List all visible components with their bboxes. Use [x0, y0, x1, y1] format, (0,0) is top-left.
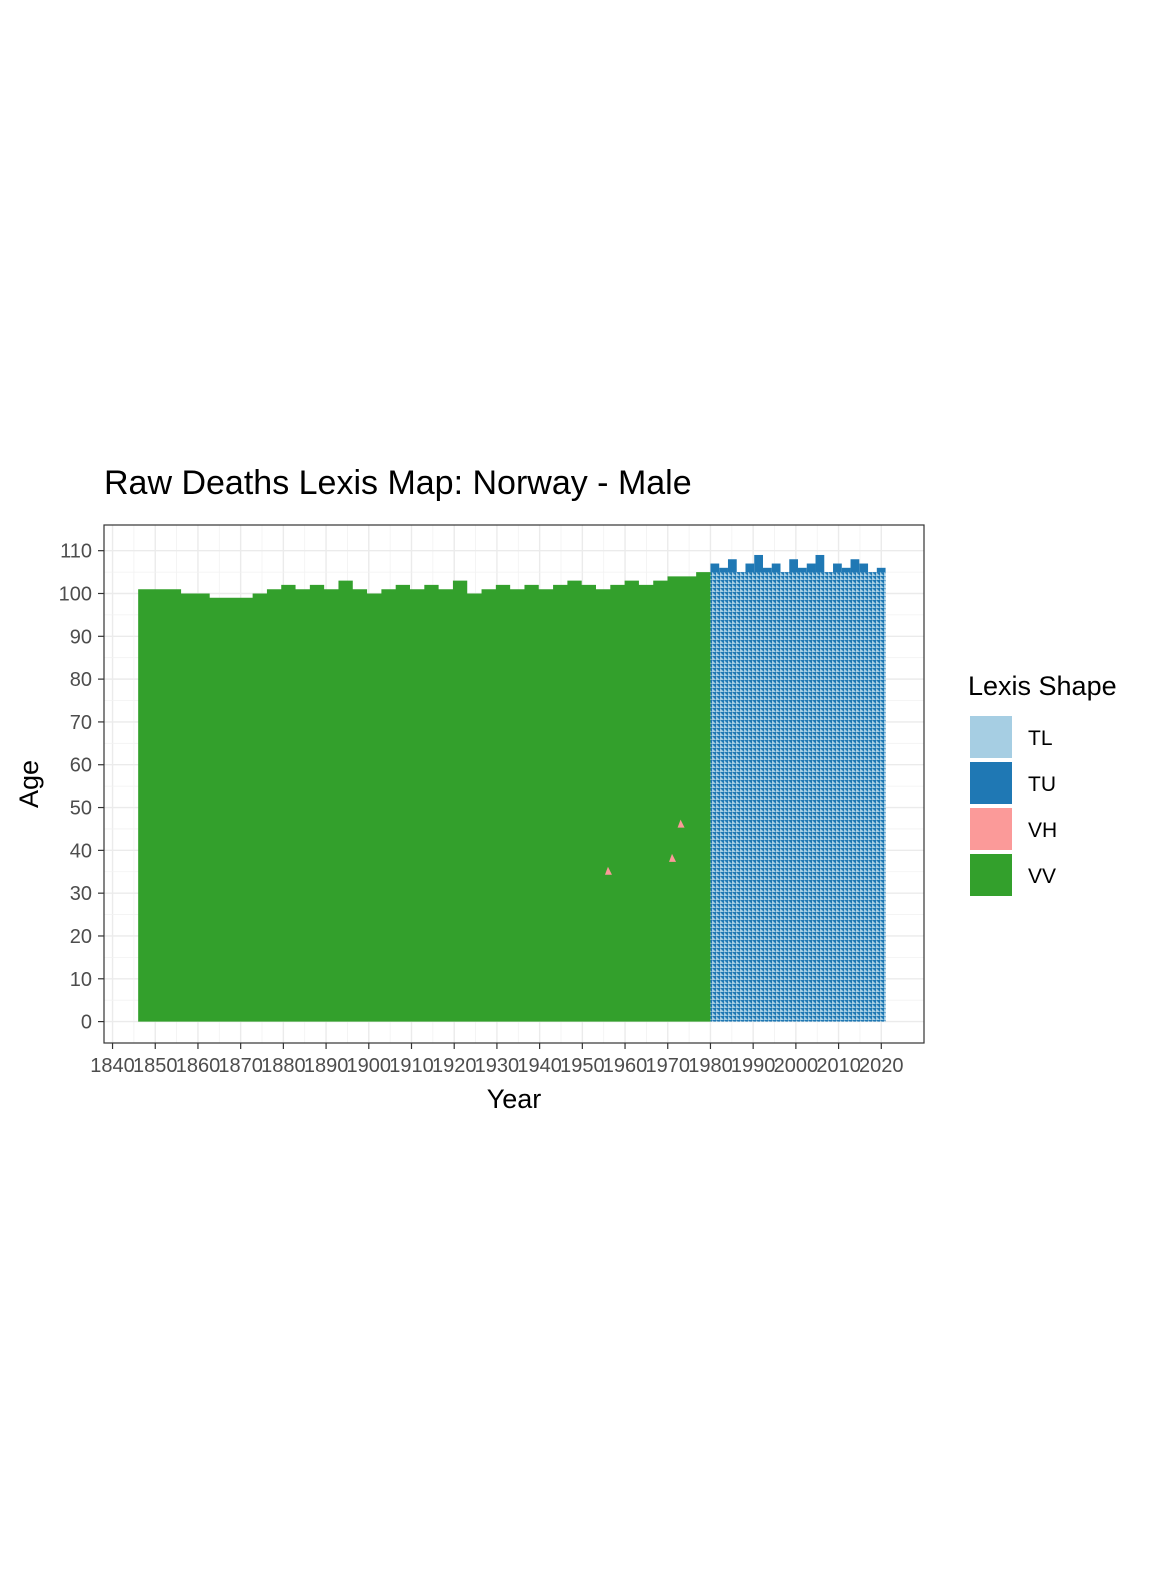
- tu-top-cell: [833, 563, 842, 573]
- x-tick-label: 1980: [688, 1055, 733, 1077]
- legend-key-vv: [970, 854, 1012, 896]
- plot-border: [103, 524, 925, 1044]
- tu-top-cell: [850, 559, 860, 573]
- tu-top-cell: [727, 559, 737, 573]
- legend-entries: TL TU VH VV: [970, 716, 1057, 896]
- tu-top-cell: [789, 559, 799, 573]
- x-tick-label: 2020: [859, 1055, 904, 1077]
- y-tick-label: 90: [70, 626, 92, 648]
- tu-top-cell: [798, 567, 807, 573]
- x-tick-label: 1930: [475, 1055, 520, 1077]
- y-tick-label: 20: [70, 926, 92, 948]
- y-tick-label: 110: [60, 541, 92, 563]
- legend-label-vv: VV: [1028, 865, 1056, 888]
- legend-key-tu: [970, 762, 1012, 804]
- x-tick-label: 1890: [304, 1055, 349, 1077]
- y-tick-label: 60: [70, 755, 92, 777]
- y-axis-title: Age: [14, 760, 44, 808]
- data-layer: [138, 554, 886, 1022]
- tu-top-cell: [771, 563, 781, 573]
- x-tick-label: 1920: [432, 1055, 477, 1077]
- x-tick-label: 1950: [560, 1055, 605, 1077]
- x-tick-label: 1940: [517, 1055, 562, 1077]
- tu-top-cell: [806, 563, 816, 573]
- vv-region: [138, 572, 711, 1022]
- y-tick-label: 80: [70, 669, 92, 691]
- y-tick-label: 10: [70, 969, 92, 991]
- tu-top-cell: [745, 563, 755, 573]
- tu-top-cell: [815, 554, 825, 573]
- x-tick-label: 1870: [218, 1055, 263, 1077]
- x-tick-label: 2000: [774, 1055, 819, 1077]
- x-tick-label: 1840: [90, 1055, 135, 1077]
- x-tick-label: 1860: [176, 1055, 221, 1077]
- vh-point: [604, 866, 612, 875]
- axis-layer: 1840185018601870188018901900191019201930…: [59, 541, 904, 1077]
- x-tick-label: 1880: [261, 1055, 306, 1077]
- legend-label-tl: TL: [1028, 727, 1053, 750]
- legend: Lexis Shape TL TU VH VV: [968, 671, 1117, 896]
- tl-tu-region: [710, 572, 886, 1022]
- x-tick-label: 1910: [389, 1055, 434, 1077]
- y-tick-label: 70: [70, 712, 92, 734]
- x-axis-title: Year: [487, 1084, 542, 1114]
- x-tick-label: 1900: [347, 1055, 392, 1077]
- legend-label-vh: VH: [1028, 819, 1057, 842]
- tu-top-cell: [719, 567, 728, 573]
- y-tick-label: 50: [70, 798, 92, 820]
- legend-key-tl: [970, 716, 1012, 758]
- x-tick-label: 2010: [816, 1055, 861, 1077]
- x-tick-label: 1960: [603, 1055, 648, 1077]
- x-tick-label: 1990: [731, 1055, 776, 1077]
- chart-title: Raw Deaths Lexis Map: Norway - Male: [104, 464, 692, 502]
- vh-point: [677, 819, 685, 828]
- tu-top-cell: [754, 554, 763, 573]
- y-tick-label: 0: [81, 1012, 92, 1034]
- tu-top-cell: [710, 563, 720, 573]
- y-tick-label: 30: [70, 883, 92, 905]
- legend-title: Lexis Shape: [968, 671, 1117, 701]
- tu-top-cell: [762, 567, 772, 573]
- vh-point: [669, 853, 677, 862]
- tu-top-cell: [876, 567, 886, 573]
- y-tick-label: 40: [70, 840, 92, 862]
- x-tick-label: 1970: [646, 1055, 691, 1077]
- tu-top-cell: [859, 563, 869, 573]
- legend-label-tu: TU: [1028, 773, 1056, 796]
- legend-key-vh: [970, 808, 1012, 850]
- y-tick-label: 100: [59, 583, 92, 605]
- tu-top-cell: [841, 567, 851, 573]
- x-tick-label: 1850: [133, 1055, 178, 1077]
